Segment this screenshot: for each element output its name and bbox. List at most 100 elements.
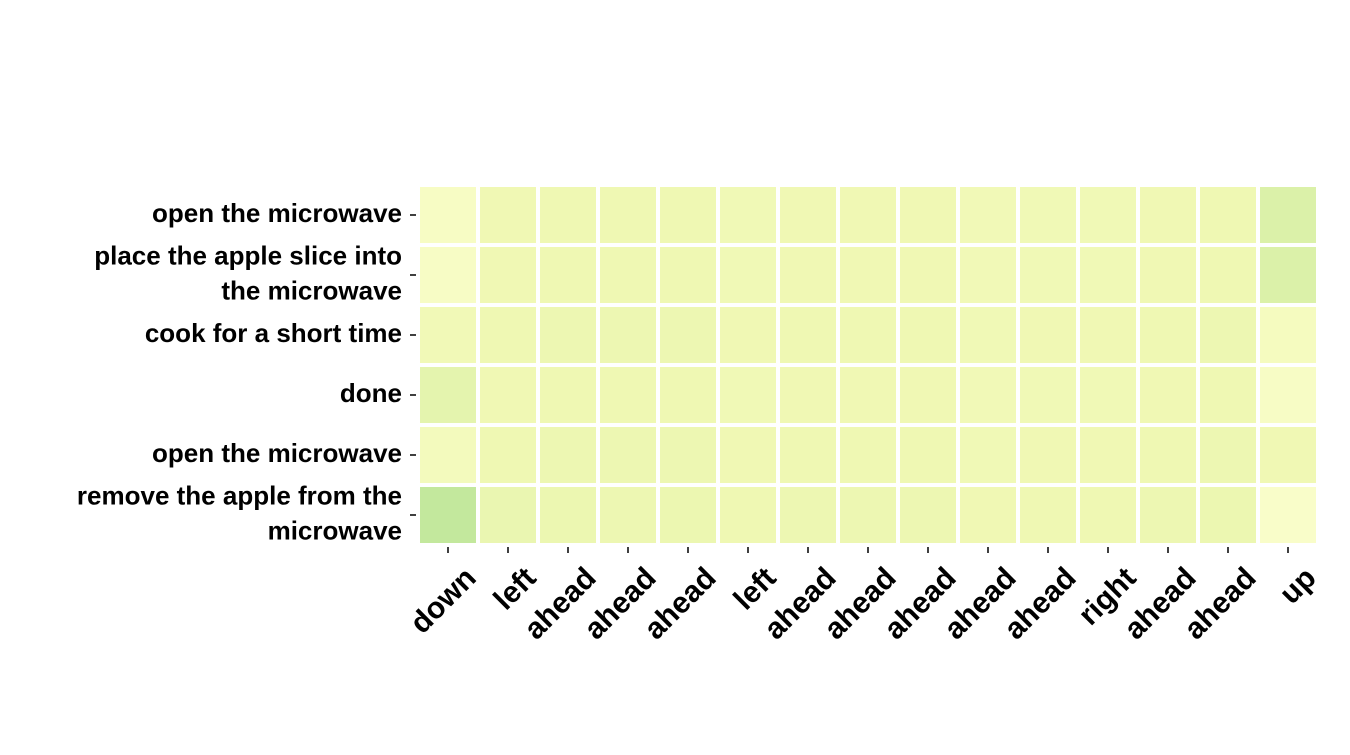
heatmap-cell bbox=[480, 247, 536, 303]
heatmap-cell bbox=[1140, 187, 1196, 243]
heatmap-cell bbox=[840, 307, 896, 363]
heatmap-cell bbox=[1140, 367, 1196, 423]
y-tick-label-line: open the microwave bbox=[152, 438, 402, 468]
heatmap-cell bbox=[480, 427, 536, 483]
heatmap-cell bbox=[960, 307, 1016, 363]
heatmap-cell bbox=[900, 487, 956, 543]
heatmap-cell bbox=[900, 427, 956, 483]
heatmap-cell bbox=[1200, 487, 1256, 543]
heatmap-cell bbox=[1260, 187, 1316, 243]
heatmap-cell bbox=[780, 367, 836, 423]
heatmap-cell bbox=[900, 367, 956, 423]
heatmap-cell bbox=[1080, 187, 1136, 243]
heatmap-cell bbox=[420, 307, 476, 363]
heatmap-cell bbox=[480, 487, 536, 543]
heatmap-cell bbox=[720, 187, 776, 243]
heatmap-cell bbox=[540, 367, 596, 423]
heatmap-cell bbox=[600, 427, 656, 483]
heatmap-cell bbox=[780, 427, 836, 483]
heatmap-cell bbox=[840, 187, 896, 243]
heatmap-cell bbox=[960, 247, 1016, 303]
heatmap-cell bbox=[960, 187, 1016, 243]
heatmap-cell bbox=[660, 427, 716, 483]
heatmap-cell bbox=[900, 187, 956, 243]
heatmap-cell bbox=[1200, 427, 1256, 483]
heatmap-cell bbox=[1140, 307, 1196, 363]
heatmap-cell bbox=[720, 307, 776, 363]
y-tick-label-line: done bbox=[340, 378, 402, 408]
x-tick-label: up bbox=[1273, 561, 1322, 610]
heatmap-cell bbox=[480, 187, 536, 243]
heatmap-cell bbox=[660, 307, 716, 363]
heatmap-cell bbox=[600, 187, 656, 243]
heatmap-cell bbox=[1080, 367, 1136, 423]
heatmap-cell bbox=[900, 247, 956, 303]
heatmap-cell bbox=[540, 187, 596, 243]
y-tick-label: done bbox=[340, 378, 402, 408]
y-tick-label: cook for a short time bbox=[145, 318, 402, 348]
heatmap-cell bbox=[840, 427, 896, 483]
heatmap-cell bbox=[600, 247, 656, 303]
heatmap-cell bbox=[660, 367, 716, 423]
heatmap-cell bbox=[720, 247, 776, 303]
heatmap-cell bbox=[780, 187, 836, 243]
heatmap-cell bbox=[1020, 307, 1076, 363]
y-tick-label-line: remove the apple from the bbox=[77, 480, 402, 510]
heatmap-cell bbox=[1140, 487, 1196, 543]
heatmap-cell bbox=[1200, 247, 1256, 303]
y-tick-label: place the apple slice into the microwave bbox=[94, 240, 402, 305]
heatmap-cell bbox=[840, 367, 896, 423]
heatmap-cell bbox=[780, 247, 836, 303]
y-tick-label-line: the microwave bbox=[221, 275, 402, 305]
heatmap-cell bbox=[960, 367, 1016, 423]
heatmap-cell bbox=[780, 307, 836, 363]
heatmap-cell bbox=[1260, 427, 1316, 483]
heatmap-cell bbox=[1140, 427, 1196, 483]
y-tick-label: open the microwave bbox=[152, 198, 402, 228]
heatmap-cell bbox=[540, 487, 596, 543]
heatmap-cell bbox=[960, 427, 1016, 483]
heatmap-cell bbox=[960, 487, 1016, 543]
heatmap-cell bbox=[420, 487, 476, 543]
heatmap-cell bbox=[720, 367, 776, 423]
heatmap-cell bbox=[1260, 367, 1316, 423]
heatmap-cell bbox=[1200, 307, 1256, 363]
heatmap-cell bbox=[540, 307, 596, 363]
heatmap-cell bbox=[1080, 427, 1136, 483]
heatmap-cell bbox=[720, 487, 776, 543]
heatmap-cell bbox=[660, 187, 716, 243]
heatmap-cell bbox=[420, 187, 476, 243]
y-tick-label: remove the apple from the microwave bbox=[77, 480, 402, 545]
heatmap-cell bbox=[540, 427, 596, 483]
heatmap-cell bbox=[420, 247, 476, 303]
x-tick-label: down bbox=[404, 561, 483, 640]
y-tick-label-line: microwave bbox=[268, 515, 402, 545]
heatmap-cell bbox=[1080, 487, 1136, 543]
heatmap-cell bbox=[1020, 367, 1076, 423]
heatmap-cell bbox=[900, 307, 956, 363]
heatmap-cell bbox=[600, 307, 656, 363]
y-tick-label: open the microwave bbox=[152, 438, 402, 468]
heatmap-cell bbox=[660, 487, 716, 543]
heatmap-cell bbox=[480, 367, 536, 423]
heatmap-cell bbox=[1260, 307, 1316, 363]
heatmap-cell bbox=[1020, 187, 1076, 243]
heatmap-cell bbox=[840, 487, 896, 543]
heatmap-cell bbox=[600, 487, 656, 543]
heatmap-cell bbox=[1080, 307, 1136, 363]
heatmap-cell bbox=[840, 247, 896, 303]
heatmap-cell bbox=[1020, 487, 1076, 543]
y-tick-label-line: place the apple slice into bbox=[94, 240, 402, 270]
y-tick-label-line: cook for a short time bbox=[145, 318, 402, 348]
heatmap-cell bbox=[1260, 487, 1316, 543]
heatmap-cell bbox=[1200, 187, 1256, 243]
y-tick-label-line: open the microwave bbox=[152, 198, 402, 228]
heatmap-cell bbox=[780, 487, 836, 543]
heatmap-cell bbox=[720, 427, 776, 483]
heatmap-cell bbox=[420, 427, 476, 483]
heatmap-cell bbox=[540, 247, 596, 303]
heatmap-cell bbox=[420, 367, 476, 423]
heatmap-cell bbox=[1260, 247, 1316, 303]
